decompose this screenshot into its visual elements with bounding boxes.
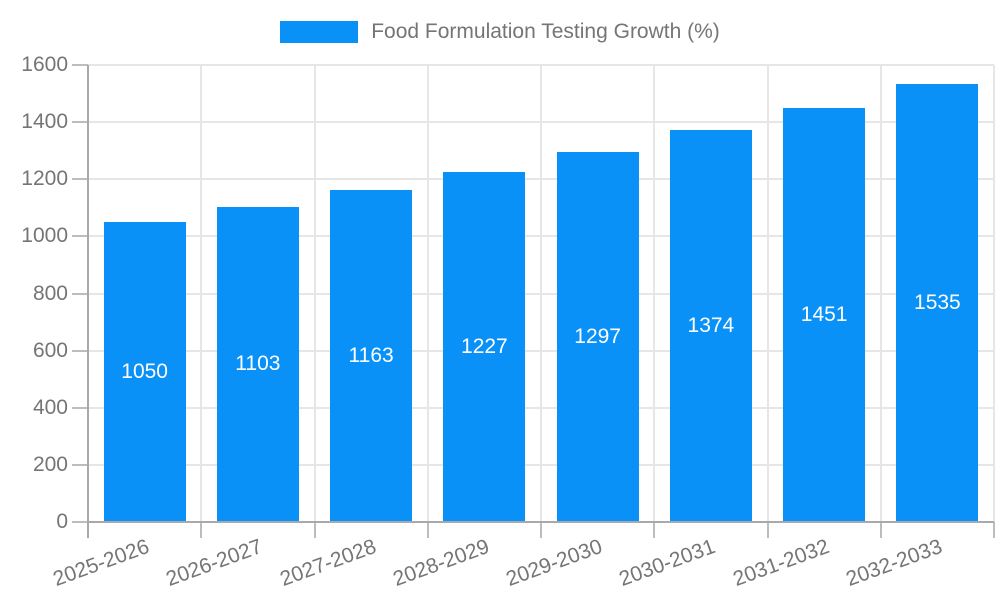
x-gridline <box>200 65 203 522</box>
bar-2027-2028 <box>330 189 413 522</box>
bar-2032-2033 <box>896 83 979 522</box>
y-tick <box>72 349 88 352</box>
x-tick <box>653 522 656 538</box>
bar-2031-2032 <box>783 107 866 522</box>
x-gridline <box>313 65 316 522</box>
x-gridline <box>653 65 656 522</box>
y-tick <box>72 292 88 295</box>
x-axis-tick-label: 2030-2031 <box>616 535 719 591</box>
x-axis-tick-label: 2032-2033 <box>842 535 946 591</box>
bar-value-label: 1297 <box>574 324 621 348</box>
x-tick <box>200 522 203 538</box>
bar-value-label: 1374 <box>687 313 735 337</box>
y-axis-tick-label: 1200 <box>21 167 68 191</box>
y-axis <box>87 65 89 538</box>
x-axis-tick-label: 2028-2029 <box>389 535 493 591</box>
x-axis-tick-label: 2027-2028 <box>276 535 379 591</box>
x-axis-tick-label: 2031-2032 <box>729 535 832 591</box>
bar-value-label: 1163 <box>348 343 394 367</box>
x-tick <box>993 522 995 538</box>
bar-value-label: 1227 <box>461 334 508 358</box>
x-axis-tick-label: 2025-2026 <box>50 535 153 591</box>
x-gridline <box>426 65 429 522</box>
x-axis-tick-label: 2029-2030 <box>503 535 606 591</box>
bar-2028-2029 <box>443 171 526 522</box>
x-tick <box>540 522 542 538</box>
y-axis-tick-label: 400 <box>32 395 68 419</box>
x-axis <box>88 521 994 523</box>
x-gridline <box>540 65 542 522</box>
x-tick <box>766 522 769 538</box>
y-axis-tick-label: 1600 <box>21 53 68 76</box>
x-gridline <box>766 65 769 522</box>
bar-2026-2027 <box>216 206 299 522</box>
y-axis-tick-label: 600 <box>32 338 68 362</box>
y-tick <box>72 521 88 523</box>
bar-2025-2026 <box>103 222 186 522</box>
x-gridline <box>879 65 882 522</box>
y-axis-tick-label: 800 <box>32 281 68 305</box>
bar-2029-2030 <box>556 151 639 522</box>
x-axis-tick-label: 2026-2027 <box>163 535 266 591</box>
x-gridline <box>993 65 995 522</box>
bar-value-label: 1103 <box>235 352 281 376</box>
legend-label: Food Formulation Testing Growth (%) <box>371 20 720 43</box>
y-tick <box>72 406 88 409</box>
y-tick <box>72 64 88 66</box>
y-axis-tick-label: 1400 <box>21 110 68 134</box>
bar-value-label: 1535 <box>914 290 961 314</box>
y-tick <box>72 121 88 124</box>
legend-swatch <box>280 21 359 43</box>
chart-legend: Food Formulation Testing Growth (%) <box>0 18 1000 46</box>
y-tick <box>72 178 88 181</box>
y-axis-tick-label: 200 <box>32 452 68 476</box>
x-tick <box>426 522 429 538</box>
bar-2030-2031 <box>669 129 752 522</box>
y-tick <box>72 235 88 238</box>
x-tick <box>313 522 316 538</box>
y-axis-tick-label: 0 <box>56 510 68 533</box>
x-tick <box>879 522 882 538</box>
bar-value-label: 1451 <box>800 302 848 326</box>
y-axis-tick-label: 1000 <box>21 224 68 248</box>
y-tick <box>72 463 88 466</box>
bar-value-label: 1050 <box>121 360 168 384</box>
